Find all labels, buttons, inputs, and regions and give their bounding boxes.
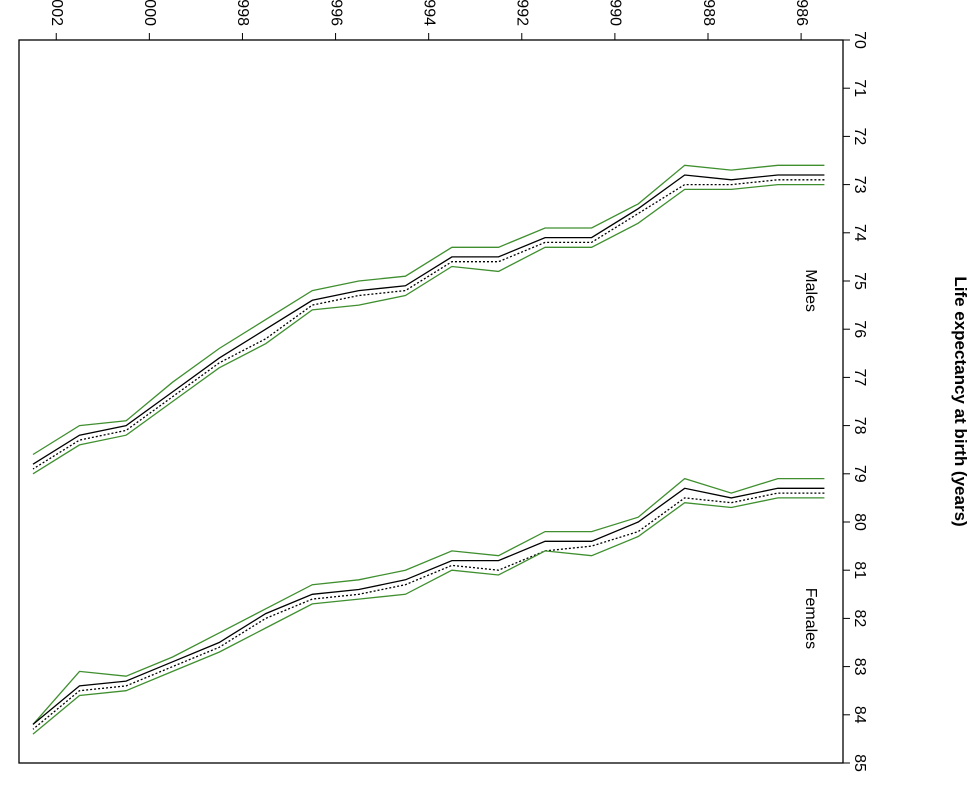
series-layer: [32, 164, 825, 735]
y-tick-label: 70: [851, 31, 868, 49]
y-tick-label: 82: [851, 610, 868, 628]
plot-area-border: [18, 39, 844, 764]
x-tick-label: 1992: [514, 0, 531, 26]
x-axis: 1986 1988 1990 1992 1994 1996 1998 2000 2002: [48, 0, 810, 40]
axis-labels: YearLife expectancy at birth (years): [951, 276, 970, 526]
y-tick-label: 73: [851, 176, 868, 194]
series-line-females-lower: [32, 477, 825, 725]
x-tick-label: 1996: [327, 0, 344, 26]
annotation-females: Females: [802, 588, 819, 649]
y-tick-label: 79: [851, 465, 868, 483]
y-tick-label: 81: [851, 561, 868, 579]
y-tick-label: 75: [851, 272, 868, 290]
y-axis-title: Life expectancy at birth (years): [951, 276, 970, 526]
series-line-males-total: [32, 179, 825, 470]
series-line-females-upper: [32, 497, 825, 735]
x-tick-label: 1988: [700, 0, 717, 26]
x-tick-label: 1990: [607, 0, 624, 26]
annotation-males: Males: [802, 269, 819, 312]
x-tick-label: 1986: [793, 0, 810, 26]
annotations: Females Males: [802, 269, 819, 649]
y-tick-label: 72: [851, 128, 868, 146]
x-tick-label: 1994: [420, 0, 437, 26]
y-tick-label: 85: [851, 754, 868, 772]
y-axis: 70 71 72 73 74 75 76 77 78 79 80 81 82 83 84 85: [843, 31, 868, 772]
x-tick-label: 2000: [141, 0, 158, 26]
series-line-females-total: [32, 492, 825, 730]
x-tick-label: 2002: [48, 0, 65, 26]
y-tick-label: 77: [851, 369, 868, 387]
y-tick-label: 76: [851, 320, 868, 338]
series-line-males-upper: [32, 183, 825, 475]
y-tick-label: 74: [851, 224, 868, 242]
y-tick-label: 71: [851, 79, 868, 97]
y-tick-label: 83: [851, 658, 868, 676]
plot-frame: [18, 39, 844, 764]
series-line-females-australian-born: [32, 487, 825, 725]
x-tick-label: 1998: [234, 0, 251, 26]
y-tick-label: 78: [851, 417, 868, 435]
series-line-males-lower: [32, 164, 825, 456]
y-tick-label: 80: [851, 513, 868, 531]
y-tick-label: 84: [851, 706, 868, 724]
series-line-males-australian-born: [32, 174, 825, 465]
